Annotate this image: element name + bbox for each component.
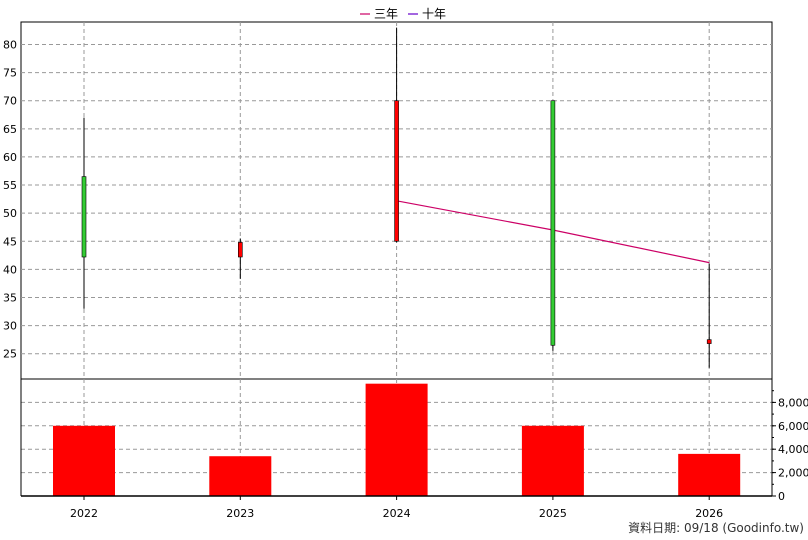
volume-tick-label: 4,000 <box>778 443 808 456</box>
price-tick-label: 55 <box>3 179 17 192</box>
price-tick-label: 70 <box>3 95 17 108</box>
volume-tick-label: 2,000 <box>778 467 808 480</box>
price-tick-label: 40 <box>3 263 17 276</box>
legend-label-0: 三年 <box>374 7 398 21</box>
candle-body <box>238 242 243 258</box>
volume-tick-label: 6,000 <box>778 420 808 433</box>
candle-body <box>550 100 556 346</box>
price-tick-label: 60 <box>3 151 17 164</box>
candle-body <box>706 339 712 344</box>
volume-panel: 0 2,000 4,000 6,000 8,000 <box>20 379 808 503</box>
x-tick-label: 2024 <box>383 507 411 520</box>
price-panel: 25 30 35 40 45 50 55 60 65 70 75 80 <box>3 21 773 496</box>
price-tick-label: 75 <box>3 67 17 80</box>
volume-tick-label: 0 <box>778 490 785 503</box>
volume-bar <box>365 383 428 496</box>
price-tick-label: 50 <box>3 207 17 220</box>
volume-bar <box>53 425 115 496</box>
x-tick-label: 2023 <box>226 507 254 520</box>
price-tick-label: 30 <box>3 320 17 333</box>
volume-bar <box>209 456 272 496</box>
volume-tick-label: 8,000 <box>778 396 808 409</box>
data-date-footer: 資料日期: 09/18 (Goodinfo.tw) <box>628 521 804 535</box>
legend: 三年 十年 <box>360 7 446 21</box>
legend-label-1: 十年 <box>422 7 446 21</box>
price-tick-label: 25 <box>3 348 17 361</box>
x-tick-label: 2022 <box>70 507 98 520</box>
candle-body <box>394 100 399 242</box>
price-tick-label: 35 <box>3 291 17 304</box>
price-tick-label: 45 <box>3 235 17 248</box>
candle-body <box>81 176 87 258</box>
volume-bar <box>678 453 741 496</box>
x-tick-label: 2026 <box>695 507 723 520</box>
price-tick-label: 65 <box>3 123 17 136</box>
x-tick-label: 2025 <box>539 507 567 520</box>
price-tick-label: 80 <box>3 38 17 51</box>
volume-bar <box>521 425 584 496</box>
x-axis: 2022 2023 2024 2025 2026 <box>70 496 723 520</box>
